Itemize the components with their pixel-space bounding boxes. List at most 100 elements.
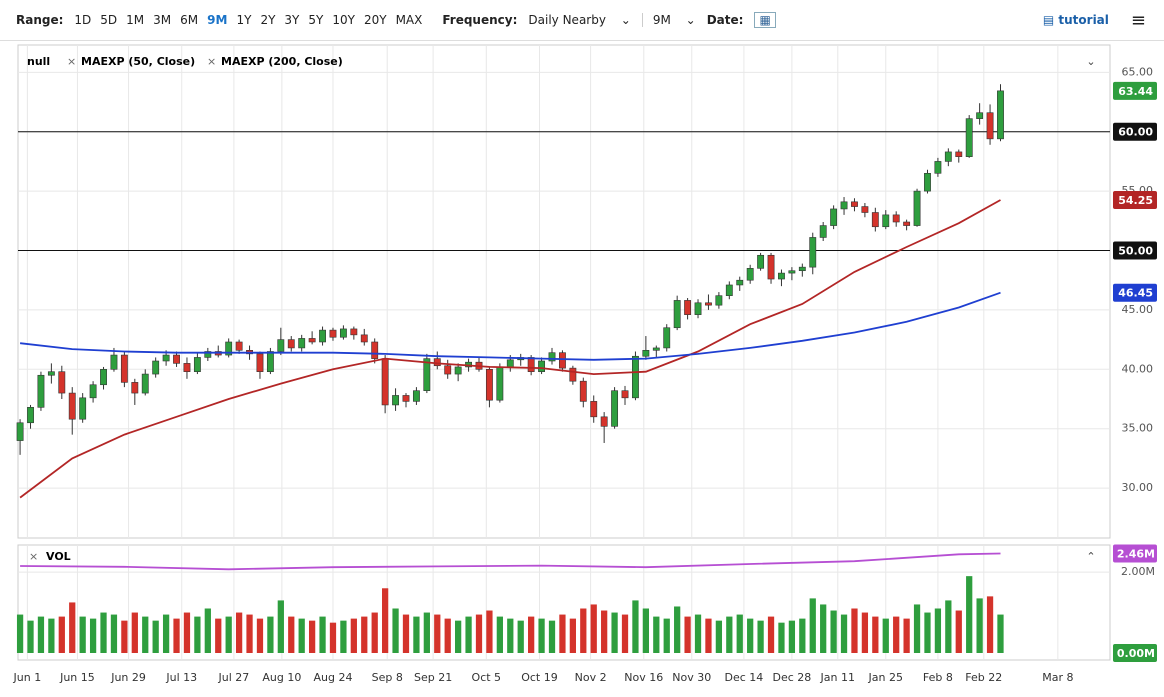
candle-body bbox=[663, 327, 671, 349]
x-tick-label: Jul 13 bbox=[165, 671, 197, 684]
y-tick-label: 65.00 bbox=[1122, 65, 1154, 78]
volume-bar bbox=[528, 616, 535, 653]
volume-bar bbox=[27, 620, 34, 653]
volume-bar bbox=[924, 612, 931, 653]
volume-bar bbox=[162, 614, 170, 653]
range-option[interactable]: 3M bbox=[153, 13, 172, 27]
candle-body bbox=[193, 357, 201, 372]
candle-body bbox=[892, 214, 900, 223]
price-tag bbox=[1113, 81, 1157, 100]
candle-body bbox=[79, 397, 87, 420]
volume-bar bbox=[277, 600, 284, 653]
candle-body bbox=[204, 351, 212, 358]
candle-body bbox=[976, 112, 984, 119]
candle-body bbox=[903, 221, 911, 226]
range-option[interactable]: 5Y bbox=[308, 13, 324, 27]
y-tick-label: 35.00 bbox=[1122, 422, 1154, 435]
tutorial-text[interactable]: tutorial bbox=[1058, 13, 1109, 27]
volume-bar bbox=[538, 618, 545, 653]
range-option[interactable]: 5D bbox=[100, 13, 118, 27]
frequency-select[interactable]: Daily Nearby ⌄ bbox=[528, 13, 631, 27]
x-tick-label: Nov 2 bbox=[575, 671, 607, 684]
volume-bar bbox=[319, 616, 326, 653]
range-option[interactable]: MAX bbox=[395, 13, 423, 27]
volume-bar bbox=[674, 606, 681, 653]
period-select[interactable]: 9M ⌄ bbox=[641, 13, 696, 27]
volume-panel bbox=[17, 544, 1111, 661]
range-option[interactable]: 3Y bbox=[284, 13, 300, 27]
x-tick-label: Oct 19 bbox=[521, 671, 558, 684]
x-tick-label: Jul 27 bbox=[218, 671, 250, 684]
volume-bar bbox=[100, 612, 107, 653]
candle-body bbox=[89, 384, 97, 399]
volume-bar bbox=[507, 618, 514, 653]
volume-bar bbox=[715, 620, 723, 653]
candle-body bbox=[934, 161, 942, 174]
x-tick-label: Nov 30 bbox=[672, 671, 711, 684]
volume-tag bbox=[1113, 544, 1157, 563]
volume-bar bbox=[799, 618, 806, 653]
candle-body bbox=[746, 268, 754, 281]
frequency-value[interactable]: Daily Nearby bbox=[528, 13, 606, 27]
volume-bar bbox=[382, 588, 389, 653]
x-tick-label: Dec 14 bbox=[725, 671, 764, 684]
menu-button[interactable]: ≡ bbox=[1130, 9, 1146, 31]
volume-bar bbox=[288, 616, 295, 653]
volume-bar bbox=[976, 598, 983, 653]
y-tick-label: 30.00 bbox=[1122, 481, 1154, 494]
range-option[interactable]: 9M bbox=[207, 13, 228, 27]
frequency-label: Frequency: bbox=[442, 13, 518, 27]
range-option[interactable]: 10Y bbox=[332, 13, 355, 27]
toolbar: Range: 1D 5D 1M 3M 6M 9M 1Y 2Y 3Y 5Y 10Y 20Y MAX Fre… bbox=[0, 0, 1164, 41]
volume-bar bbox=[809, 598, 816, 653]
calendar-button[interactable]: ▦ bbox=[754, 12, 776, 28]
candle-body bbox=[527, 357, 535, 372]
range-option[interactable]: 2Y bbox=[260, 13, 276, 27]
range-option[interactable]: 6M bbox=[180, 13, 199, 27]
price-tag bbox=[1113, 283, 1157, 302]
legend-remove[interactable]: × bbox=[67, 55, 76, 68]
moving-average-line bbox=[19, 199, 1001, 499]
candle-body bbox=[715, 295, 723, 306]
volume-bar bbox=[945, 600, 952, 653]
x-tick-label: Dec 28 bbox=[773, 671, 812, 684]
tutorial-link[interactable]: ▤ tutorial bbox=[1042, 13, 1109, 27]
range-option[interactable]: 1Y bbox=[236, 13, 252, 27]
volume-bar bbox=[601, 610, 608, 653]
candle-body bbox=[392, 395, 399, 406]
candle-body bbox=[360, 334, 368, 343]
candle-body bbox=[266, 351, 274, 372]
candle-body bbox=[381, 358, 389, 406]
legend-entry: MAEXP (200, Close) bbox=[221, 55, 343, 68]
volume-bar bbox=[517, 620, 524, 653]
candle-body bbox=[27, 407, 34, 424]
expand-button[interactable]: ⌃ bbox=[1086, 550, 1095, 563]
candle-body bbox=[694, 302, 702, 315]
x-tick-label: Jan 11 bbox=[820, 671, 855, 684]
candle-body bbox=[68, 392, 76, 420]
x-tick-label: Jun 15 bbox=[59, 671, 95, 684]
period-value[interactable]: 9M bbox=[652, 13, 671, 27]
volume-bar bbox=[183, 612, 191, 653]
range-option[interactable]: 20Y bbox=[363, 13, 387, 27]
volume-bar bbox=[298, 618, 305, 653]
candle-body bbox=[402, 395, 410, 402]
volume-bar bbox=[611, 612, 618, 653]
legend-remove[interactable]: × bbox=[29, 550, 38, 563]
range-option[interactable]: 1M bbox=[126, 13, 145, 27]
volume-bar bbox=[89, 618, 97, 653]
volume-bar bbox=[903, 618, 910, 653]
legend-remove[interactable]: × bbox=[207, 55, 216, 68]
price-tag bbox=[1113, 122, 1157, 141]
price-tag bbox=[1113, 191, 1157, 210]
candle-body bbox=[329, 329, 337, 338]
candle-body bbox=[496, 366, 504, 401]
volume-bar bbox=[684, 616, 691, 653]
price-tag-label: 46.45 bbox=[1118, 287, 1153, 300]
range-option[interactable]: 1D bbox=[74, 13, 92, 27]
candle-body bbox=[955, 151, 963, 157]
collapse-button[interactable]: ⌄ bbox=[1086, 55, 1095, 68]
candle-body bbox=[225, 341, 233, 356]
date-label: Date: bbox=[706, 13, 744, 27]
